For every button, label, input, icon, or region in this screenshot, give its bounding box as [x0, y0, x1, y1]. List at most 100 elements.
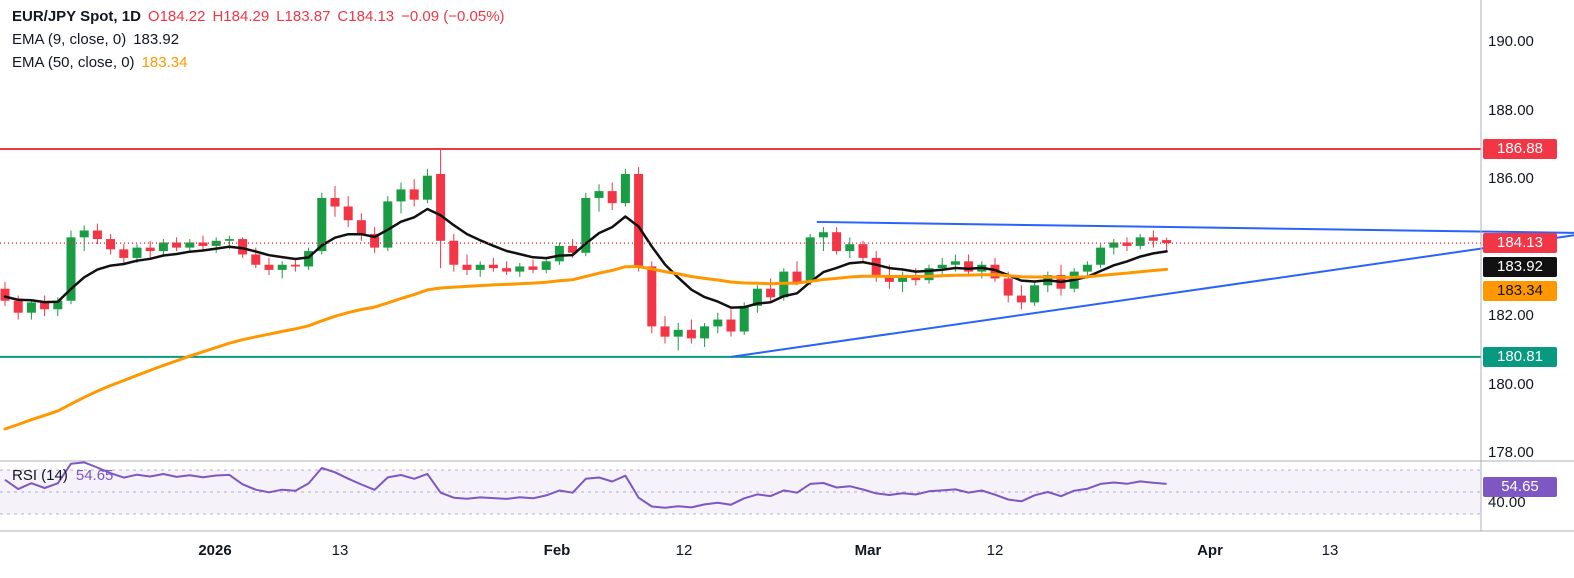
candle-body — [264, 264, 274, 270]
price-tick: 178.00 — [1488, 444, 1534, 462]
candle-body — [832, 232, 842, 252]
time-label[interactable]: Feb — [543, 542, 571, 559]
candle-body — [475, 264, 485, 270]
symbol-title[interactable]: EUR/JPY Spot, 1D — [12, 8, 141, 25]
candle-body — [792, 271, 802, 282]
price-badge: 183.92 — [1483, 257, 1557, 278]
ema-line-9 — [3, 207, 1168, 309]
candle-body — [158, 242, 168, 252]
candle-body — [634, 173, 644, 267]
candle-body — [277, 264, 287, 270]
candle-body — [713, 319, 723, 327]
candle-body — [554, 245, 564, 262]
candle-body — [26, 302, 36, 313]
candle-body — [528, 266, 538, 270]
candle-body — [106, 239, 116, 250]
candle-body — [766, 288, 776, 298]
candle-body — [79, 230, 89, 238]
candle-body — [304, 251, 314, 267]
rsi-line — [4, 461, 1167, 509]
time-axis[interactable]: 2026 13 Feb 12 Mar 12 Apr 13 — [0, 531, 1574, 578]
ohlc-close: C184.13 — [337, 8, 395, 25]
candle-body — [422, 175, 432, 200]
rsi-label: RSI (14) — [12, 467, 68, 484]
candle-body — [488, 264, 498, 269]
candle-body — [1122, 242, 1132, 246]
candle-body — [950, 261, 960, 265]
candle-body — [383, 201, 393, 248]
time-label[interactable]: 12 — [986, 542, 1004, 559]
ema9-label: EMA (9, close, 0) — [12, 31, 127, 48]
candle-body — [990, 264, 1000, 279]
ema9-value: 183.92 — [133, 31, 180, 48]
candle-body — [251, 254, 261, 265]
candle-body — [726, 319, 736, 332]
time-label[interactable]: 12 — [675, 542, 693, 559]
candle-body — [924, 268, 934, 281]
candle-body — [515, 266, 525, 272]
candle-body — [185, 242, 195, 248]
rsi-value: 54.65 — [75, 467, 114, 484]
price-axis[interactable]: 190.00 188.00 186.00 182.00 180.00 178.00 186.… — [1481, 0, 1574, 531]
ema50-value: 183.34 — [141, 54, 188, 71]
candle-body — [40, 302, 50, 310]
candle-body — [502, 268, 512, 272]
candle-body — [1082, 264, 1092, 272]
candle-body — [568, 245, 578, 253]
candle-body — [1016, 295, 1026, 303]
time-label[interactable]: 2026 — [198, 542, 232, 559]
time-label[interactable]: 13 — [331, 542, 349, 559]
price-tick: 186.00 — [1488, 170, 1534, 188]
candle-body — [330, 197, 340, 207]
candle-body — [436, 173, 446, 241]
candle-body — [673, 329, 683, 337]
candle-body — [818, 232, 828, 238]
candle-body — [937, 264, 947, 269]
price-badge: 180.81 — [1483, 346, 1557, 367]
time-label[interactable]: Mar — [854, 542, 882, 559]
candle-body — [409, 189, 419, 200]
price-tick: 188.00 — [1488, 101, 1534, 119]
price-tick: 182.00 — [1488, 307, 1534, 325]
candle-body — [964, 261, 974, 272]
candle-body — [884, 275, 894, 282]
candle-body — [238, 239, 248, 255]
candle-body — [845, 244, 855, 252]
trendline-lower[interactable] — [730, 234, 1574, 358]
candle-body — [66, 237, 76, 301]
ohlc-open: O184.22 — [147, 8, 206, 25]
candle-body — [686, 329, 696, 339]
candle-body — [581, 197, 591, 253]
candle-body — [13, 300, 23, 313]
price-badge: 184.13 — [1483, 233, 1557, 254]
candle-body — [647, 266, 657, 327]
candle-body — [700, 326, 710, 339]
candle-body — [1148, 237, 1158, 241]
candle-body — [660, 326, 670, 337]
trendline-upper[interactable] — [816, 220, 1574, 234]
candle-body — [198, 242, 208, 246]
candle-body — [898, 275, 908, 282]
rsi-badge: 54.65 — [1483, 476, 1557, 497]
time-label[interactable]: 13 — [1321, 542, 1339, 559]
candle-body — [290, 264, 300, 267]
time-label[interactable]: Apr — [1197, 542, 1223, 559]
ema50-legend[interactable]: EMA (50, close, 0) 183.34 — [12, 54, 512, 71]
price-badge: 186.88 — [1483, 138, 1557, 159]
candle-body — [224, 239, 234, 241]
ema9-legend[interactable]: EMA (9, close, 0) 183.92 — [12, 31, 512, 48]
ohlc-high: H184.29 — [212, 8, 270, 25]
candle-body — [858, 244, 868, 258]
candles-layer — [0, 148, 1172, 351]
ema-line-50 — [3, 265, 1169, 431]
candle-body — [805, 237, 815, 282]
candle-body — [541, 261, 551, 270]
candle-body — [132, 247, 142, 258]
candle-body — [620, 173, 630, 204]
candle-body — [317, 197, 327, 252]
rsi-legend[interactable]: RSI (14) 54.65 — [12, 467, 121, 484]
price-badge: 183.34 — [1483, 281, 1557, 302]
main-legend: EUR/JPY Spot, 1D O184.22 H184.29 L183.87… — [12, 8, 512, 77]
